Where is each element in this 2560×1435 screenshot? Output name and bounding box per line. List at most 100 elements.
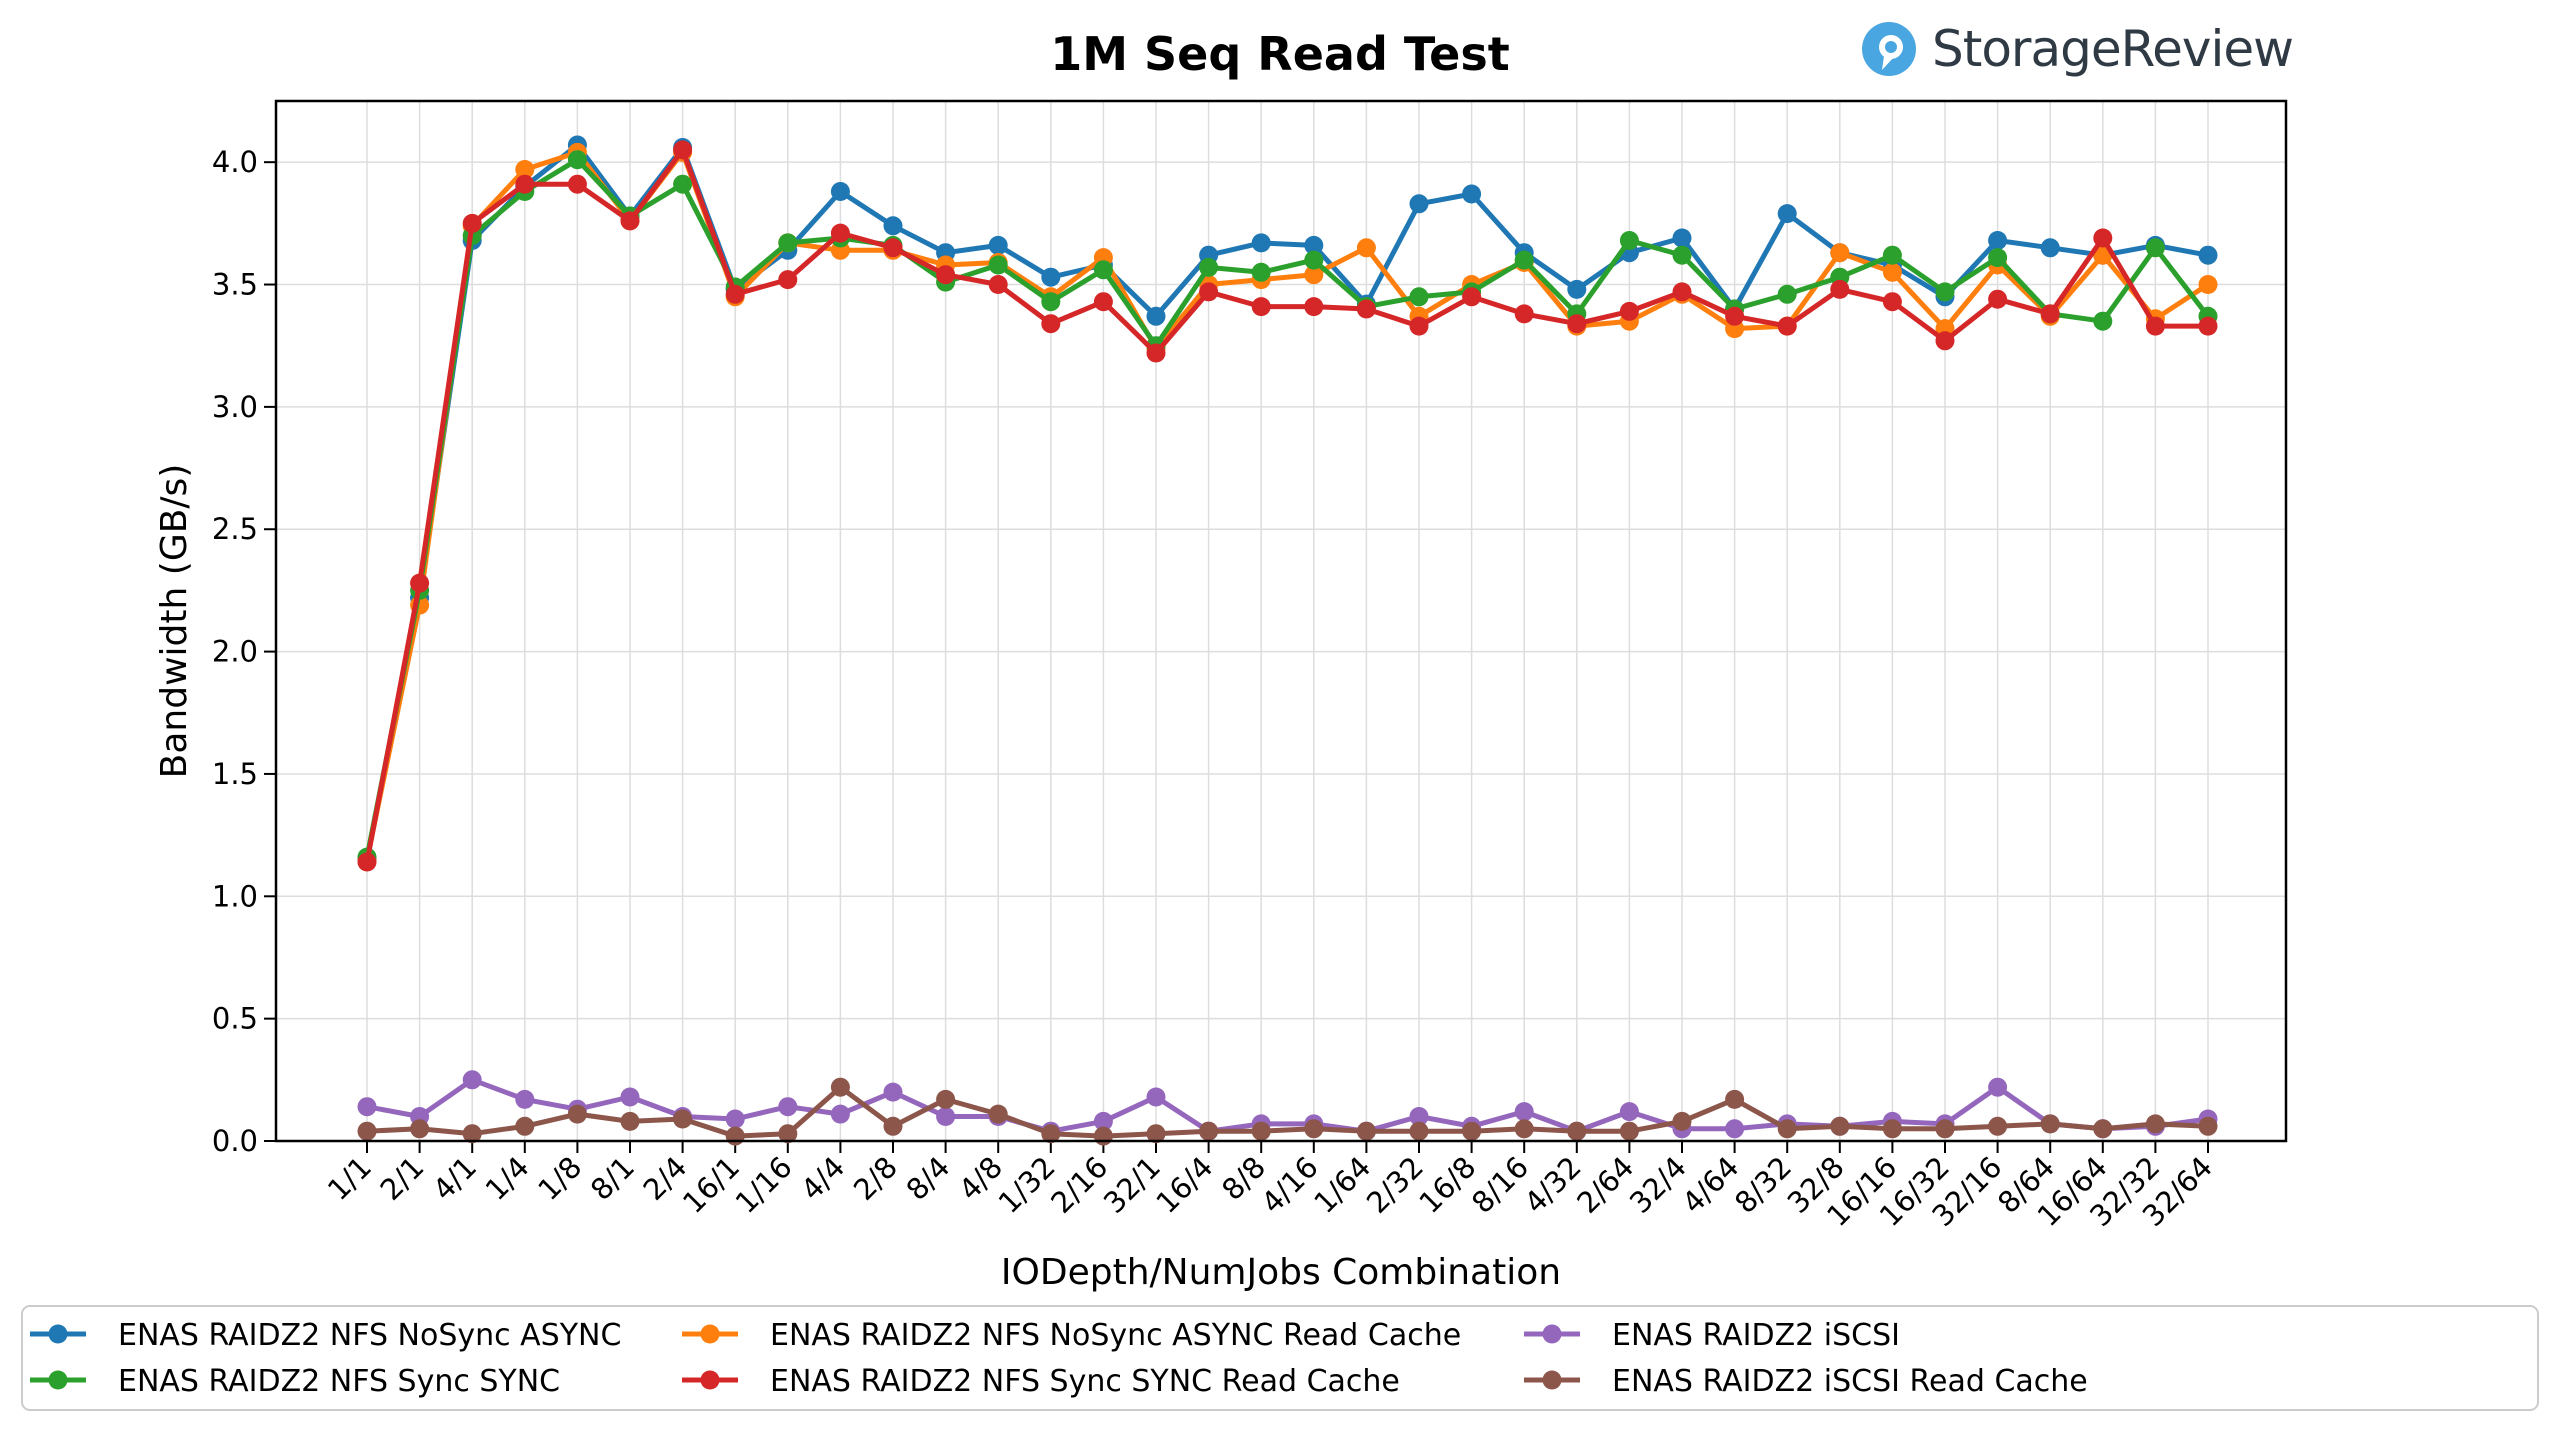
data-point — [1356, 299, 1376, 319]
data-point — [1935, 331, 1955, 351]
y-tick-label: 1.5 — [212, 757, 258, 791]
data-point — [1146, 1124, 1166, 1144]
data-point — [357, 1121, 377, 1141]
data-point — [725, 1126, 745, 1146]
data-point — [1619, 301, 1639, 321]
data-point — [1672, 228, 1692, 248]
data-point — [1462, 1121, 1482, 1141]
data-point — [1304, 265, 1324, 285]
series-line — [366, 1084, 2209, 1139]
data-point — [1619, 1102, 1639, 1122]
x-tick-label: 16/4 — [1149, 1150, 1219, 1220]
y-tick-label: 2.0 — [212, 635, 258, 669]
data-point — [830, 182, 850, 201]
data-point — [778, 1097, 798, 1117]
legend-swatch-marker — [48, 1370, 68, 1390]
data-point — [1356, 1121, 1376, 1141]
x-tick-label: 2/32 — [1360, 1150, 1430, 1220]
x-tick-label: 2/8 — [847, 1150, 904, 1207]
data-point — [988, 255, 1008, 275]
data-point — [778, 233, 798, 253]
data-point — [883, 216, 903, 236]
data-point — [1830, 1116, 1850, 1136]
data-point — [1619, 1121, 1639, 1141]
data-point — [2040, 238, 2060, 258]
data-point — [1567, 314, 1587, 334]
data-point — [1146, 306, 1166, 326]
data-point — [410, 1119, 430, 1139]
series-4 — [357, 140, 2218, 872]
data-point — [883, 1082, 903, 1102]
data-point — [2093, 1119, 2113, 1139]
data-point — [988, 235, 1008, 255]
x-tick-label: 1/32 — [992, 1150, 1062, 1220]
data-point — [1093, 260, 1113, 280]
data-point — [673, 174, 693, 194]
plot-frame — [274, 99, 2288, 1143]
data-point — [1409, 1121, 1429, 1141]
x-tick-label: 32/1 — [1097, 1150, 1167, 1220]
data-point — [1041, 292, 1061, 312]
legend-item: ENAS RAIDZ2 iSCSI — [1524, 1318, 1900, 1353]
data-point — [1830, 243, 1850, 263]
data-point — [1882, 292, 1902, 312]
series-layer — [357, 135, 2218, 1146]
data-point — [1409, 1107, 1429, 1126]
data-point — [462, 1070, 482, 1090]
data-point — [1514, 1102, 1534, 1122]
data-point — [567, 174, 587, 194]
data-point — [1462, 184, 1482, 204]
x-tick-label: 1/64 — [1307, 1150, 1377, 1220]
legend-label: ENAS RAIDZ2 NFS NoSync ASYNC Read Cache — [770, 1318, 1461, 1353]
data-point — [1777, 1119, 1797, 1139]
x-axis-label: IODepth/NumJobs Combination — [1001, 1252, 1561, 1293]
data-point — [410, 573, 430, 593]
data-point — [1409, 287, 1429, 307]
series-line — [364, 142, 2209, 861]
series-3 — [357, 150, 2218, 867]
brand-name: StorageReview — [1932, 20, 2294, 78]
x-tick-label: 4/64 — [1675, 1150, 1745, 1220]
x-tick-label: 4/1 — [426, 1150, 483, 1207]
data-point — [2145, 316, 2165, 336]
y-axis-label: Bandwidth (GB/s) — [154, 464, 195, 779]
data-point — [1199, 282, 1219, 302]
data-point — [462, 1124, 482, 1144]
data-point — [936, 1107, 956, 1126]
series-line — [366, 1077, 2209, 1134]
data-point — [673, 140, 693, 160]
series-line — [364, 147, 2208, 863]
data-point — [936, 1089, 956, 1109]
data-point — [1251, 1121, 1271, 1141]
x-tick-label: 2/64 — [1570, 1150, 1640, 1220]
data-point — [1672, 245, 1692, 265]
data-point — [2145, 238, 2165, 258]
y-tick-label: 4.0 — [212, 145, 258, 179]
data-point — [1988, 289, 2008, 309]
data-point — [357, 1097, 377, 1117]
data-point — [988, 1104, 1008, 1124]
data-point — [1988, 1116, 2008, 1136]
data-point — [1777, 316, 1797, 336]
x-tick-label: 2/16 — [1044, 1150, 1114, 1220]
data-point — [1882, 245, 1902, 265]
data-point — [1199, 257, 1219, 277]
x-tick-label: 16/1 — [676, 1150, 746, 1220]
legend-swatch-marker — [700, 1324, 720, 1344]
legend-swatch-marker — [700, 1370, 720, 1390]
legend-swatch-marker — [1542, 1370, 1562, 1390]
x-tick-label: 8/1 — [584, 1150, 641, 1207]
series-6 — [357, 1077, 2218, 1146]
x-tick-label: 8/4 — [900, 1150, 957, 1207]
data-point — [462, 213, 482, 233]
data-point — [830, 1077, 850, 1097]
data-point — [620, 1111, 640, 1131]
legend: ENAS RAIDZ2 NFS NoSync ASYNC ENAS RAIDZ2 … — [21, 1305, 2539, 1411]
data-point — [2093, 228, 2113, 248]
data-point — [1304, 250, 1324, 270]
data-point — [1409, 194, 1429, 214]
x-tick-label: 1/4 — [479, 1150, 536, 1207]
data-point — [1514, 304, 1534, 324]
series-line — [364, 149, 2210, 861]
y-tick-label: 3.0 — [212, 390, 258, 424]
